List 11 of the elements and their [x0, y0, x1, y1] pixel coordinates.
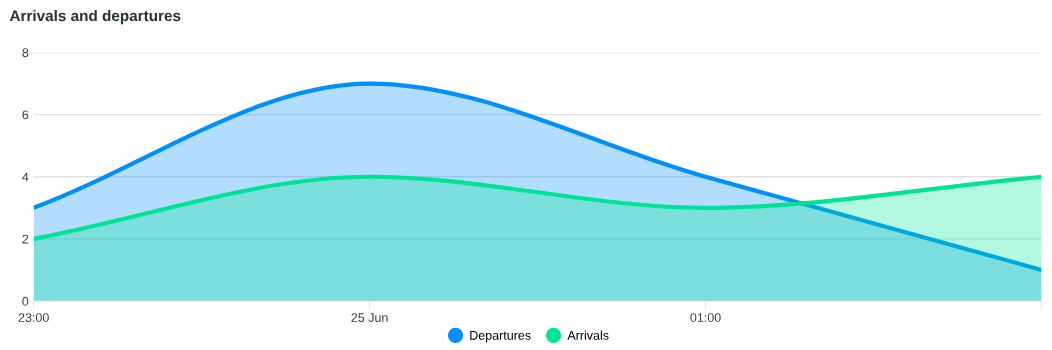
legend-label: Departures: [470, 331, 531, 343]
chart-title: Arrivals and departures: [9, 9, 181, 25]
y-tick-label: 6: [22, 110, 29, 120]
legend-label: Arrivals: [567, 330, 609, 340]
y-tick-label: 0: [22, 296, 29, 306]
y-tick-label: 2: [22, 234, 29, 244]
x-tick-label: 01:00: [690, 313, 721, 322]
y-tick-label: 4: [22, 172, 29, 182]
x-tick-label: 23:00: [18, 313, 49, 322]
y-tick-label: 8: [22, 48, 29, 58]
x-tick-label: 25 Jun: [351, 313, 388, 322]
